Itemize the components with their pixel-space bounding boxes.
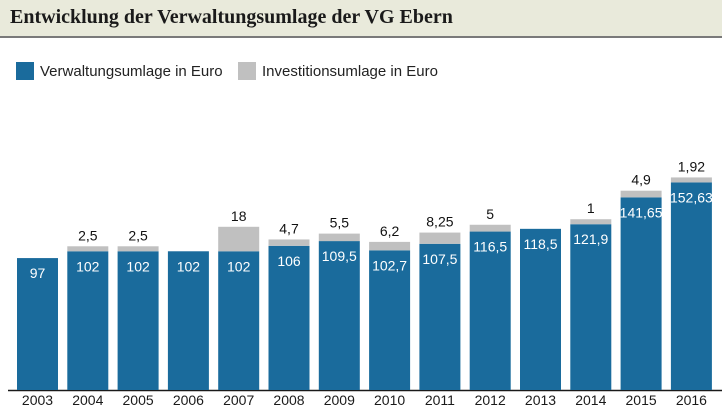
data-label-verwaltungsumlage: 118,5 — [524, 236, 558, 252]
bar-verwaltungsumlage — [218, 251, 260, 390]
data-label-investitionsumlage: 4,7 — [279, 220, 299, 236]
data-label-verwaltungsumlage: 116,5 — [473, 239, 507, 255]
x-tick-label: 2008 — [273, 392, 304, 406]
bar-verwaltungsumlage — [117, 251, 159, 390]
data-label-verwaltungsumlage: 102 — [76, 258, 100, 274]
bar-investitionsumlage — [218, 226, 260, 252]
data-label-investitionsumlage: 18 — [231, 208, 247, 224]
title-bar: Entwicklung der Verwaltungsumlage der VG… — [0, 0, 722, 36]
bar-investitionsumlage — [268, 239, 310, 246]
bar-investitionsumlage — [369, 241, 411, 251]
x-tick-label: 2003 — [22, 392, 53, 406]
bar-verwaltungsumlage — [17, 258, 58, 390]
data-label-investitionsumlage: 2,5 — [128, 227, 148, 243]
x-tick-label: 2011 — [425, 392, 455, 406]
data-label-verwaltungsumlage: 109,5 — [322, 248, 357, 264]
data-label-verwaltungsumlage: 102 — [177, 258, 201, 274]
bar-verwaltungsumlage — [369, 250, 411, 390]
bar-verwaltungsumlage — [167, 251, 209, 390]
legend-swatch-verwaltungsumlage — [16, 62, 34, 80]
legend-item-investitionsumlage: Investitionsumlage in Euro — [238, 61, 438, 81]
legend-label-verwaltungsumlage: Verwaltungsumlage in Euro — [40, 62, 223, 80]
bar-verwaltungsumlage — [419, 243, 461, 390]
legend-label-investitionsumlage: Investitionsumlage in Euro — [262, 62, 438, 80]
bar-investitionsumlage — [318, 233, 360, 242]
data-label-verwaltungsumlage: 102 — [126, 258, 150, 274]
legend-swatch-investitionsumlage — [238, 62, 256, 80]
data-label-investitionsumlage: 1 — [587, 200, 595, 216]
data-label-investitionsumlage: 2,5 — [78, 227, 98, 243]
x-tick-label: 2016 — [676, 392, 707, 406]
legend-item-verwaltungsumlage: Verwaltungsumlage in Euro — [16, 61, 223, 81]
bar-investitionsumlage — [620, 190, 662, 198]
data-label-verwaltungsumlage: 97 — [30, 265, 46, 281]
data-label-verwaltungsumlage: 121,9 — [573, 231, 608, 247]
bar-verwaltungsumlage — [67, 251, 109, 390]
bar-investitionsumlage — [117, 246, 159, 252]
x-tick-label: 2010 — [374, 392, 405, 406]
bar-investitionsumlage — [419, 232, 461, 244]
bar-investitionsumlage — [570, 219, 612, 225]
bar-verwaltungsumlage — [620, 197, 662, 390]
title-divider — [0, 36, 722, 38]
bar-verwaltungsumlage — [670, 182, 712, 390]
x-tick-label: 2014 — [575, 392, 606, 406]
data-label-verwaltungsumlage: 102 — [227, 258, 251, 274]
x-tick-label: 2004 — [72, 392, 103, 406]
chart-title: Entwicklung der Verwaltungsumlage der VG… — [10, 6, 453, 28]
x-tick-label: 2006 — [173, 392, 204, 406]
data-label-verwaltungsumlage: 141,65 — [620, 204, 663, 220]
x-tick-label: 2007 — [223, 392, 254, 406]
data-label-investitionsumlage: 5 — [486, 206, 494, 222]
data-label-verwaltungsumlage: 107,5 — [422, 251, 457, 267]
x-tick-label: 2013 — [525, 392, 556, 406]
x-tick-label: 2005 — [123, 392, 154, 406]
bar-verwaltungsumlage — [520, 228, 561, 390]
data-label-investitionsumlage: 6,2 — [380, 223, 400, 239]
bar-verwaltungsumlage — [469, 231, 511, 390]
data-label-investitionsumlage: 1,92 — [678, 158, 705, 174]
x-tick-label: 2015 — [626, 392, 657, 406]
data-label-investitionsumlage: 4,9 — [631, 172, 651, 188]
x-tick-label: 2012 — [475, 392, 506, 406]
data-label-investitionsumlage: 5,5 — [330, 215, 350, 231]
bar-verwaltungsumlage — [268, 245, 310, 390]
data-label-verwaltungsumlage: 106 — [277, 253, 301, 269]
bar-investitionsumlage — [670, 177, 712, 183]
data-label-verwaltungsumlage: 152,63 — [670, 189, 713, 205]
x-tick-label: 2009 — [324, 392, 355, 406]
bar-verwaltungsumlage — [570, 224, 612, 390]
data-label-investitionsumlage: 8,25 — [426, 214, 453, 230]
bar-investitionsumlage — [469, 224, 511, 232]
bar-investitionsumlage — [67, 246, 109, 252]
data-label-verwaltungsumlage: 102,7 — [372, 257, 407, 273]
bar-verwaltungsumlage — [318, 241, 360, 390]
